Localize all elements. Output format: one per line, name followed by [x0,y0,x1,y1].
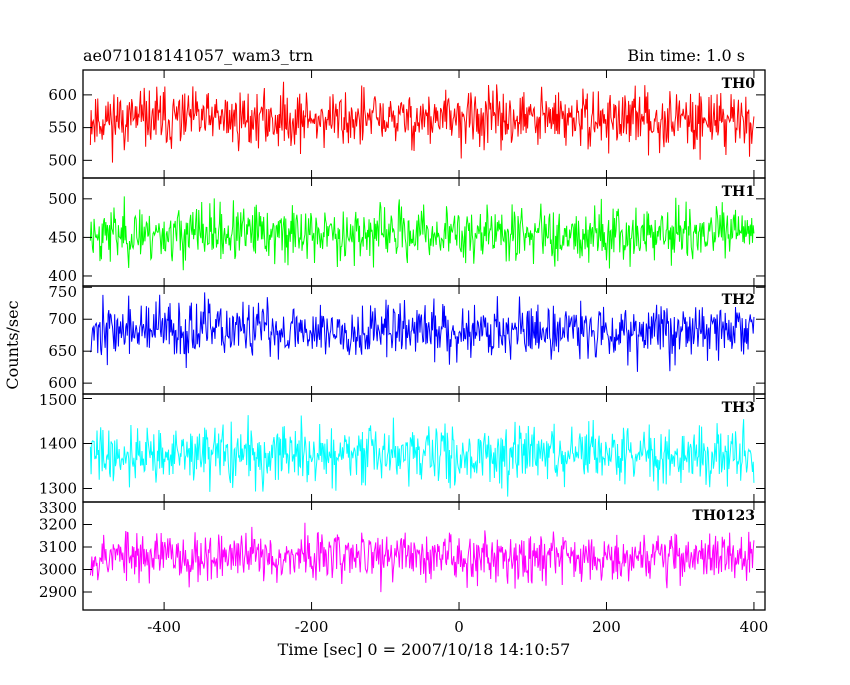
y-tick-label: 3300 [39,499,77,517]
y-tick-label: 450 [48,228,77,246]
y-tick-label: 3100 [39,538,77,556]
x-tick-label: 400 [740,618,769,636]
panel-name-label: TH1 [722,184,755,200]
panel-name-label: TH0 [722,76,756,92]
y-tick-label: 1400 [39,435,77,453]
series-line-th0 [89,81,755,163]
panel-th1: 400 450 500 TH1 [48,177,766,287]
y-axis-label: Counts/sec [3,300,22,389]
panel-stack: 500 550 600 TH0 400 450 500 TH1 600 650 700 750 TH2 1… [39,69,766,611]
series-line-th1 [89,196,755,271]
x-tick-label: 200 [592,618,621,636]
y-tick-label: 3000 [39,561,77,579]
series-line-th2 [89,292,755,372]
x-axis-label: Time [sec] 0 = 2007/10/18 14:10:57 [278,640,571,659]
y-tick-label: 700 [48,310,77,328]
panel-th0: 500 550 600 TH0 [48,69,766,179]
panel-name-label: TH0123 [692,508,755,524]
panel-name-label: TH2 [722,292,755,308]
y-tick-label: 500 [48,151,77,169]
y-tick-label: 2900 [39,583,77,601]
x-axis: -400 -200 0 200 400 [147,618,768,636]
y-tick-label: 3200 [39,516,77,534]
panel-frame [82,501,766,611]
y-tick-label: 750 [48,283,77,301]
panel-name-label: TH3 [722,400,755,416]
y-tick-label: 1300 [39,480,77,498]
chart-title: ae071018141057_wam3_trn [83,46,313,65]
panel-th3: 1300 1400 1500 TH3 [39,391,766,503]
y-tick-label: 400 [48,267,77,285]
y-tick-label: 600 [48,86,77,104]
y-tick-label: 650 [48,342,77,360]
y-tick-label: 550 [48,119,77,137]
x-tick-label: 0 [454,618,464,636]
y-tick-label: 600 [48,374,77,392]
x-tick-label: -200 [295,618,329,636]
panel-th2: 600 650 700 750 TH2 [48,283,766,395]
bin-time-label: Bin time: 1.0 s [627,46,745,65]
series-line-th0123 [89,522,755,593]
panel-frame [82,393,766,503]
y-tick-label: 1500 [39,391,77,409]
y-tick-label: 500 [48,190,77,208]
series-line-th3 [89,415,755,497]
x-tick-label: -400 [147,618,181,636]
